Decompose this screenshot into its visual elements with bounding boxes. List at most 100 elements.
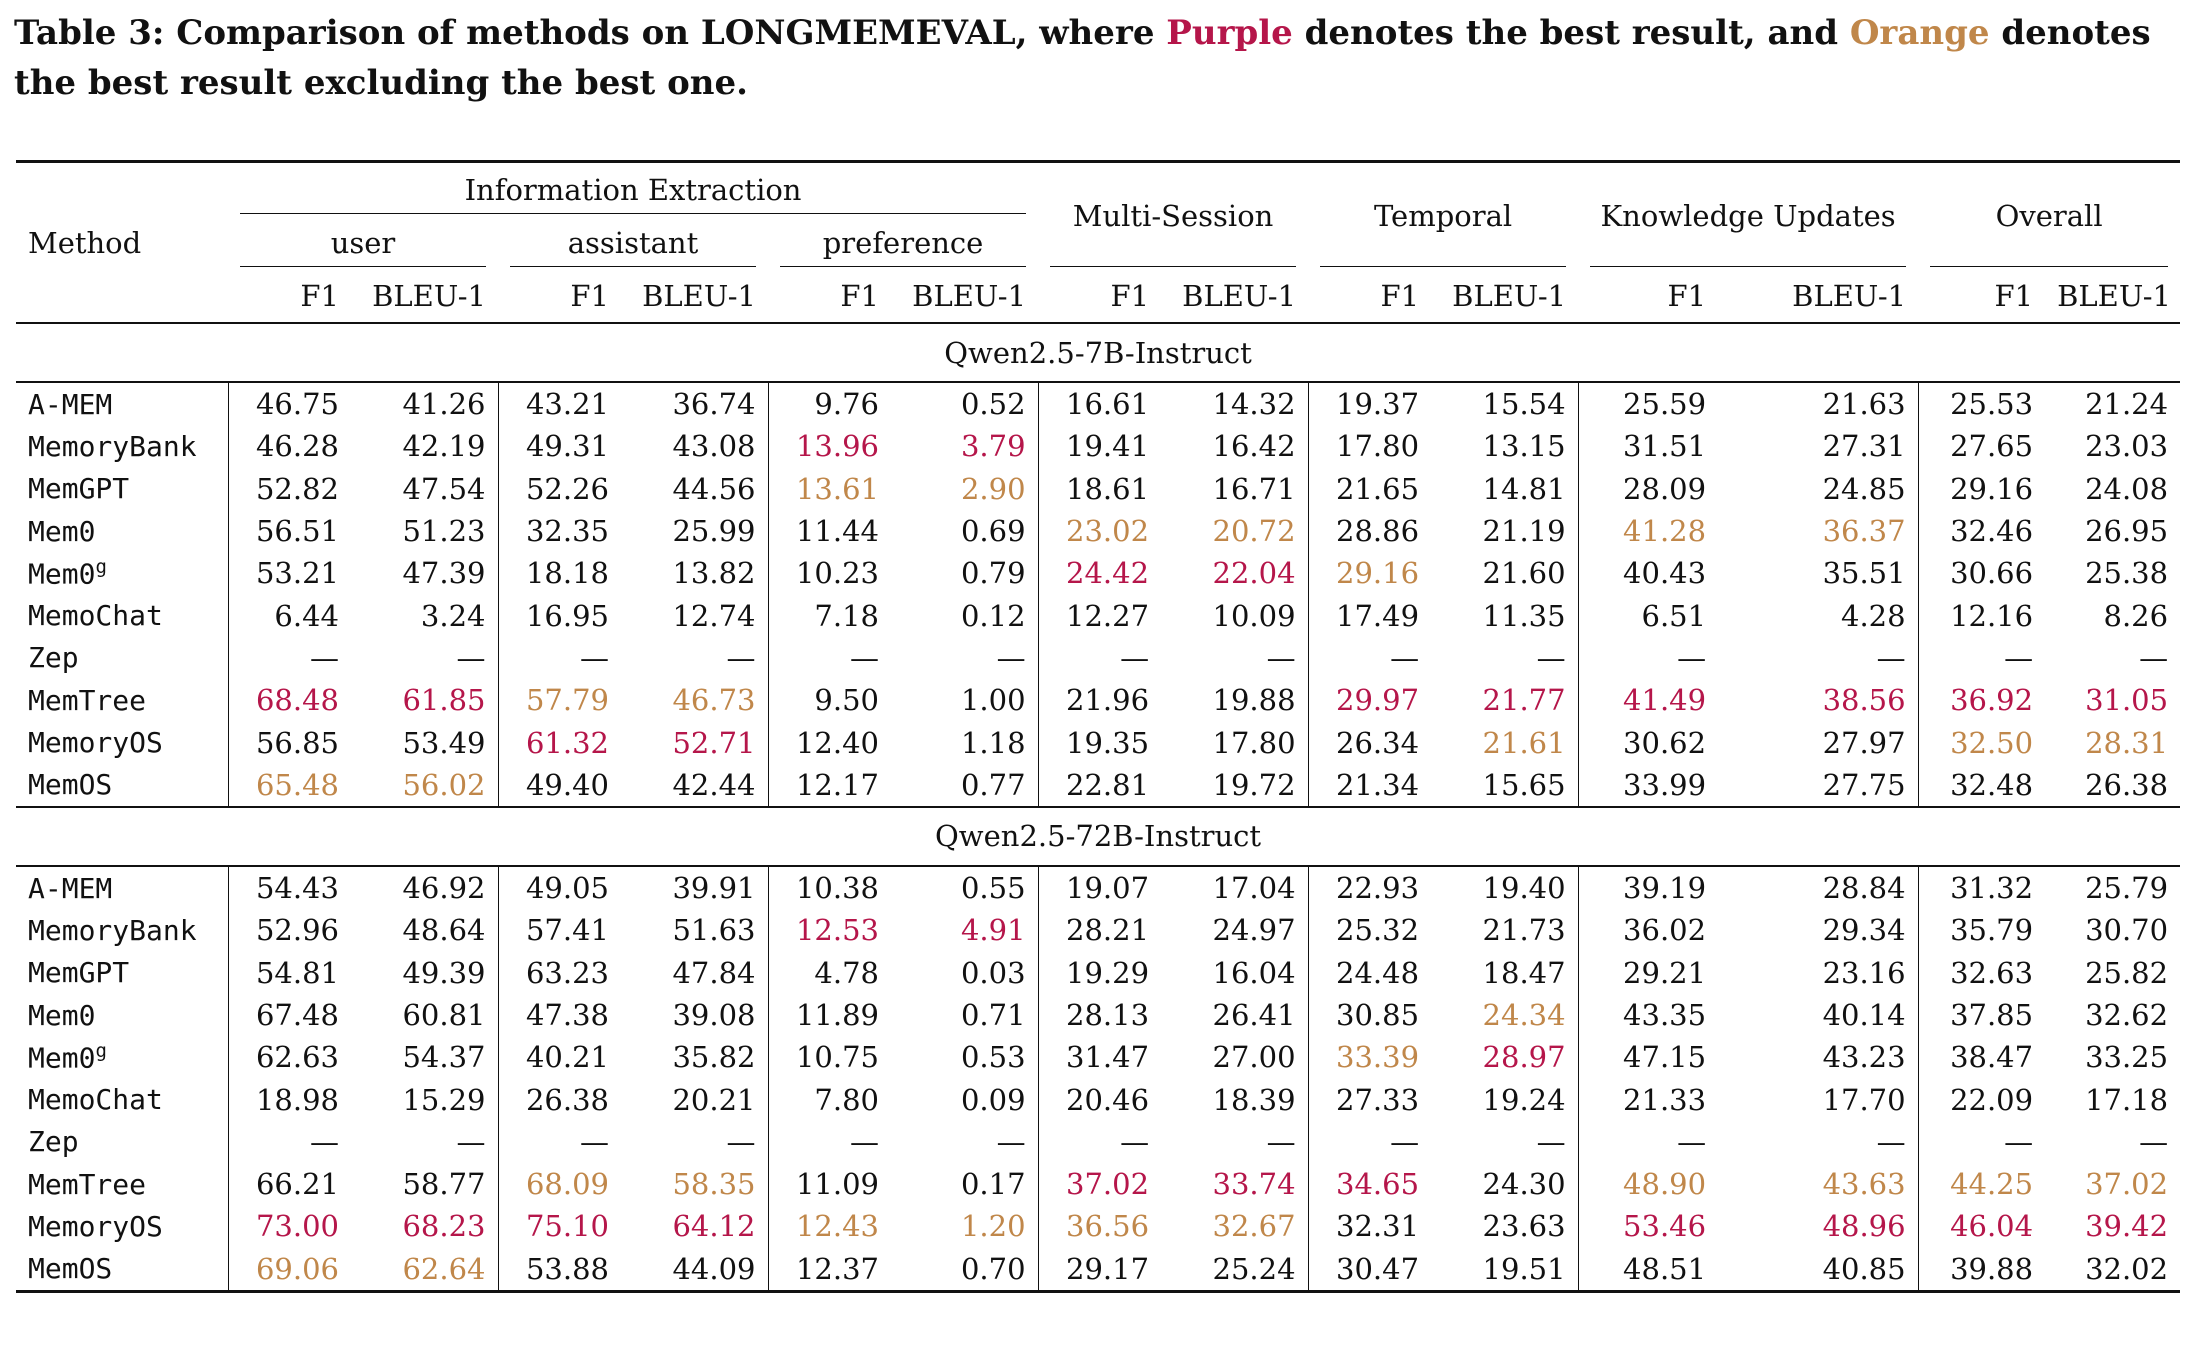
metric-header-row: F1 BLEU-1 F1 BLEU-1 F1 BLEU-1 F1 BLEU-1 F1 BLEU-1… — [16, 269, 2180, 323]
value-cell: 27.65 — [1950, 429, 2034, 464]
value-cell: 16.04 — [1161, 951, 1309, 994]
value-cell: 39.08 — [621, 993, 769, 1037]
header-f1: F1 — [1380, 278, 1420, 313]
value-cell: 39.88 — [1950, 1251, 2034, 1286]
value-cell: 13.15 — [1431, 425, 1579, 468]
header-bleu-1: BLEU-1 — [642, 278, 756, 313]
value-cell: 25.59 — [1623, 387, 1707, 422]
value-cell: 0.69 — [891, 509, 1039, 553]
value-cell: 39.19 — [1623, 871, 1707, 906]
value-cell: 57.79 — [525, 683, 609, 718]
table-row: Mem0g 53.21 47.39 18.18 13.82 10.23 0.79 24.42 2… — [16, 552, 2180, 595]
value-cell: 24.30 — [1431, 1163, 1579, 1206]
value-cell: 27.00 — [1161, 1036, 1309, 1079]
table-row: MemoryBank 46.28 42.19 49.31 43.08 13.96 3.79 1… — [16, 425, 2180, 468]
method-name: Mem0g — [16, 1036, 229, 1079]
value-cell: 24.85 — [1718, 467, 1919, 510]
value-cell: 75.10 — [525, 1209, 609, 1244]
method-name: MemoChat — [16, 1078, 229, 1121]
value-cell: — — [351, 636, 499, 680]
method-name: MemGPT — [16, 467, 229, 510]
value-cell: 19.35 — [1066, 725, 1150, 760]
header-f1: F1 — [1994, 278, 2034, 313]
value-cell: — — [1390, 640, 1420, 675]
value-cell: 16.42 — [1161, 425, 1309, 468]
value-cell: 37.02 — [1066, 1167, 1150, 1202]
value-cell: 4.78 — [814, 955, 879, 990]
value-cell: 32.31 — [1336, 1209, 1420, 1244]
value-cell: 58.35 — [621, 1163, 769, 1206]
value-cell: — — [2139, 1124, 2169, 1159]
value-cell: 24.34 — [1431, 993, 1579, 1037]
value-cell: 21.33 — [1623, 1082, 1707, 1117]
value-cell: 0.79 — [891, 552, 1039, 595]
value-cell: 49.05 — [525, 871, 609, 906]
value-cell: 11.35 — [1431, 594, 1579, 637]
value-cell: 43.21 — [525, 387, 609, 422]
value-cell: 22.04 — [1161, 552, 1309, 595]
value-cell: 15.29 — [351, 1078, 499, 1121]
value-cell: 17.49 — [1336, 598, 1420, 633]
value-cell: 25.99 — [621, 509, 769, 553]
value-cell: 62.63 — [255, 1040, 339, 1075]
header-temporal: Temporal — [1308, 162, 1578, 270]
value-cell: 42.19 — [351, 425, 499, 468]
value-cell: 21.61 — [1431, 721, 1579, 764]
value-cell: 0.12 — [891, 594, 1039, 637]
value-cell: 43.63 — [1718, 1163, 1919, 1206]
value-cell: 42.44 — [621, 763, 769, 807]
value-cell: 34.65 — [1336, 1167, 1420, 1202]
value-cell: 17.80 — [1336, 429, 1420, 464]
header-bleu-1: BLEU-1 — [1452, 278, 1567, 313]
value-cell: 13.96 — [795, 429, 879, 464]
value-cell: 47.39 — [351, 552, 499, 595]
value-cell: — — [1677, 640, 1707, 675]
value-cell: 40.14 — [1718, 993, 1919, 1037]
value-cell: 17.80 — [1161, 721, 1309, 764]
value-cell: 28.84 — [1718, 865, 1919, 910]
value-cell: 46.73 — [621, 679, 769, 722]
value-cell: 18.98 — [255, 1082, 339, 1117]
method-name: Mem0g — [16, 552, 229, 595]
value-cell: 35.79 — [1950, 913, 2034, 948]
value-cell: 23.02 — [1066, 514, 1150, 549]
value-cell: 13.61 — [795, 471, 879, 506]
value-cell: 33.25 — [2085, 1040, 2169, 1075]
value-cell: — — [621, 1120, 769, 1164]
value-cell: 11.89 — [795, 998, 879, 1032]
value-cell: — — [2004, 640, 2034, 675]
table-row: Mem0 56.51 51.23 32.35 25.99 11.44 0.69 23.02 20… — [16, 509, 2180, 553]
header-bleu-1: BLEU-1 — [1182, 278, 1297, 313]
header-bleu-1: BLEU-1 — [372, 278, 486, 313]
value-cell: 21.77 — [1431, 679, 1579, 722]
value-cell: — — [1431, 1120, 1579, 1164]
value-cell: 19.41 — [1066, 429, 1150, 464]
method-name: Zep — [16, 636, 229, 680]
value-cell: 10.09 — [1161, 594, 1309, 637]
value-cell: 29.16 — [1950, 471, 2034, 506]
value-cell: 20.46 — [1066, 1082, 1150, 1117]
caption-middle: denotes the best result, and — [1292, 13, 1850, 53]
table-row: Zep — — — — — — — — — — — — — — — [16, 636, 2180, 680]
method-label: MemTree — [28, 1167, 147, 1201]
header-knowledge-updates: Knowledge Updates — [1578, 162, 1918, 270]
table-row: Mem0g 62.63 54.37 40.21 35.82 10.75 0.53 31.47 2… — [16, 1036, 2180, 1079]
table-row: MemoChat 6.44 3.24 16.95 12.74 7.18 0.12 12.27 1… — [16, 594, 2180, 637]
method-label: MemoryOS — [28, 726, 163, 760]
header-multi-session: Multi-Session — [1038, 162, 1308, 270]
caption-prefix: Table 3: Comparison of methods on LONGME… — [14, 13, 1167, 53]
value-cell: 30.62 — [1623, 725, 1707, 760]
value-cell: 22.93 — [1336, 871, 1420, 906]
value-cell: 25.79 — [2085, 871, 2169, 906]
value-cell: 17.18 — [2085, 1082, 2169, 1117]
value-cell: 18.47 — [1431, 951, 1579, 994]
value-cell: 28.86 — [1336, 514, 1420, 549]
value-cell: 29.34 — [1718, 909, 1919, 952]
value-cell: 26.95 — [2085, 514, 2169, 549]
header-f1: F1 — [300, 278, 339, 313]
value-cell: 16.95 — [525, 598, 609, 633]
method-name: MemOS — [16, 763, 229, 807]
value-cell: 32.46 — [1950, 514, 2034, 549]
value-cell: 26.41 — [1161, 993, 1309, 1037]
value-cell: 25.32 — [1336, 913, 1420, 948]
